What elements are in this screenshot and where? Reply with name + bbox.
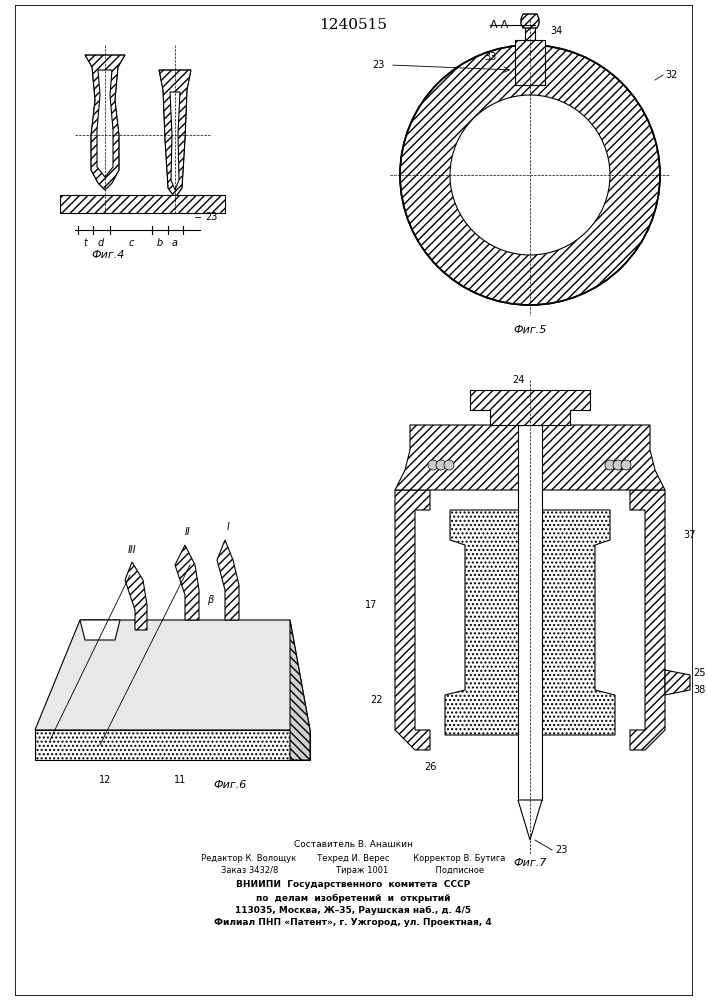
Text: t: t <box>83 238 87 248</box>
Polygon shape <box>470 390 590 425</box>
Text: А-А: А-А <box>491 20 510 30</box>
Text: 22: 22 <box>370 695 383 705</box>
Text: 23: 23 <box>373 60 385 70</box>
Text: 113035, Москва, Ж–35, Раушская наб., д. 4/5: 113035, Москва, Ж–35, Раушская наб., д. … <box>235 906 471 915</box>
Bar <box>515 40 545 85</box>
Text: Фиг.5: Фиг.5 <box>513 325 547 335</box>
Text: Составитель В. Анашкин: Составитель В. Анашкин <box>293 840 412 849</box>
Bar <box>518 425 542 800</box>
Polygon shape <box>97 70 113 177</box>
Text: 25: 25 <box>693 668 706 678</box>
Text: β: β <box>207 595 213 605</box>
Bar <box>60 195 225 213</box>
Text: III: III <box>128 545 136 555</box>
Text: по  делам  изобретений  и  открытий: по делам изобретений и открытий <box>256 894 450 903</box>
Polygon shape <box>217 540 239 620</box>
Circle shape <box>436 460 446 470</box>
Circle shape <box>621 460 631 470</box>
Text: Фиг.7: Фиг.7 <box>513 858 547 868</box>
Circle shape <box>444 460 454 470</box>
Polygon shape <box>665 670 690 695</box>
Polygon shape <box>175 545 199 620</box>
Polygon shape <box>290 620 310 760</box>
Polygon shape <box>521 14 539 28</box>
Polygon shape <box>395 425 665 490</box>
Text: b: b <box>157 238 163 248</box>
Text: 12: 12 <box>99 775 111 785</box>
Polygon shape <box>35 620 310 730</box>
Polygon shape <box>85 55 125 190</box>
Bar <box>525 22 535 40</box>
Polygon shape <box>170 92 180 190</box>
Text: Редактор К. Волощук        Техред И. Верес         Корректор В. Бутига: Редактор К. Волощук Техред И. Верес Корр… <box>201 854 506 863</box>
Circle shape <box>450 95 610 255</box>
Text: Заказ 3432/8                      Тираж 1001                  Подписное: Заказ 3432/8 Тираж 1001 Подписное <box>221 866 484 875</box>
Polygon shape <box>445 510 615 735</box>
Text: 24: 24 <box>513 375 525 385</box>
Text: 11: 11 <box>174 775 186 785</box>
Polygon shape <box>125 562 147 630</box>
Text: ВНИИПИ  Государственного  комитета  СССР: ВНИИПИ Государственного комитета СССР <box>236 880 470 889</box>
Text: Филиал ПНП «Патент», г. Ужгород, ул. Проектная, 4: Филиал ПНП «Патент», г. Ужгород, ул. Про… <box>214 918 492 927</box>
Text: 34: 34 <box>550 26 562 36</box>
Polygon shape <box>35 730 310 760</box>
Text: 17: 17 <box>365 600 377 610</box>
Text: Фиг.4: Фиг.4 <box>91 250 124 260</box>
Text: Фиг.6: Фиг.6 <box>214 780 247 790</box>
Circle shape <box>605 460 615 470</box>
Polygon shape <box>630 490 665 750</box>
Text: c: c <box>128 238 134 248</box>
Polygon shape <box>159 70 191 198</box>
Text: 26: 26 <box>423 762 436 772</box>
Text: d: d <box>98 238 104 248</box>
Circle shape <box>613 460 623 470</box>
Circle shape <box>400 45 660 305</box>
Text: a: a <box>172 238 178 248</box>
Text: 33: 33 <box>485 52 497 62</box>
Text: 23: 23 <box>555 845 568 855</box>
Polygon shape <box>518 800 542 840</box>
Text: 37: 37 <box>683 530 696 540</box>
Text: II: II <box>185 527 191 537</box>
Polygon shape <box>395 490 430 750</box>
Text: 23: 23 <box>205 212 217 222</box>
Text: I: I <box>226 522 230 532</box>
Text: 38: 38 <box>693 685 706 695</box>
Polygon shape <box>80 620 120 640</box>
Text: 1240515: 1240515 <box>319 18 387 32</box>
Circle shape <box>428 460 438 470</box>
Bar <box>515 40 545 85</box>
Text: 32: 32 <box>665 70 677 80</box>
